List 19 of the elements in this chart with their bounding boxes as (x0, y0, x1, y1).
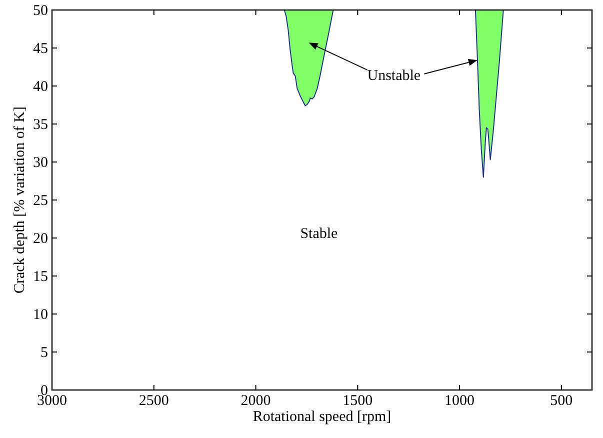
y-tick-label: 10 (33, 307, 48, 323)
y-tick-label: 45 (33, 41, 48, 57)
x-axis-title: Rotational speed [rpm] (252, 409, 392, 425)
y-tick-label: 40 (33, 79, 48, 95)
y-tick-label: 30 (33, 155, 48, 171)
x-tick-label: 2500 (138, 393, 169, 409)
x-tick-label: 2000 (240, 393, 271, 409)
annotation: Stable (300, 226, 338, 242)
x-tick-label: 1500 (342, 393, 373, 409)
annotation: Unstable (367, 68, 421, 84)
y-tick-label: 15 (33, 269, 48, 285)
y-tick-label: 20 (33, 231, 48, 247)
x-tick-label: 500 (550, 393, 573, 409)
y-axis-title: Crack depth [% variation of K] (12, 106, 28, 294)
x-tick-label: 1000 (444, 393, 475, 409)
y-tick-label: 50 (33, 3, 48, 19)
y-tick-label: 35 (33, 117, 48, 133)
y-tick-label: 25 (33, 193, 48, 209)
y-tick-label: 5 (40, 345, 48, 361)
